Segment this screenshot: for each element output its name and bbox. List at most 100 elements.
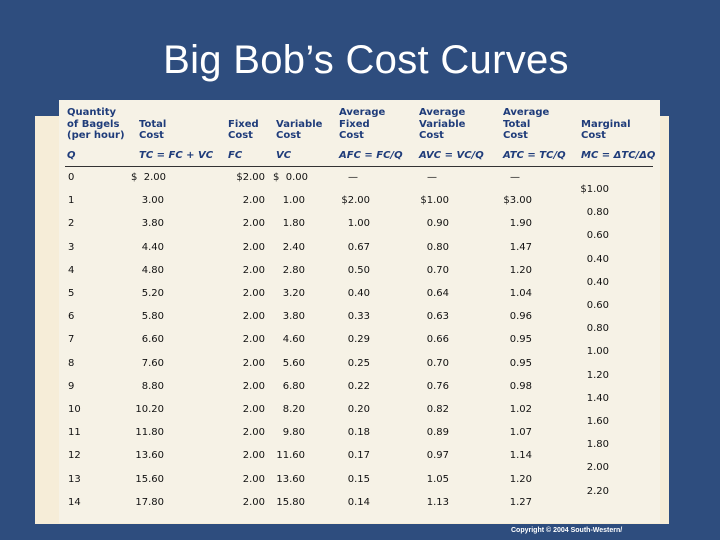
header-line: Cost — [276, 130, 301, 141]
cell-mc: 1.80 — [586, 439, 609, 451]
cell-mc: 1.40 — [586, 392, 609, 404]
cell-afc: 0.22 — [347, 380, 370, 392]
cell-afc: 0.29 — [347, 334, 370, 346]
cell-afc: 0.40 — [347, 288, 370, 299]
cell-afc: 0.67 — [347, 241, 370, 253]
cell-fc: 2.00 — [242, 241, 265, 253]
formula-avg-total-cost: ATC = TC/Q — [503, 150, 566, 161]
cell-afc: 0.17 — [347, 450, 370, 462]
formula-quantity: Q — [67, 150, 76, 161]
header-line: of Bagels — [67, 118, 120, 130]
cell-afc: 0.15 — [347, 473, 370, 485]
header-line: Cost — [339, 130, 364, 141]
cell-fc: 2.00 — [242, 450, 265, 462]
cell-vc: 5.60 — [282, 357, 305, 369]
cell-afc: 0.20 — [347, 404, 370, 415]
cell-vc: 4.60 — [282, 334, 305, 346]
cell-atc: 1.90 — [509, 218, 532, 230]
cell-atc: 0.95 — [509, 357, 532, 369]
cell-q: 2 — [68, 218, 75, 230]
cell-vc: 3.80 — [282, 311, 305, 323]
header-line: Cost — [419, 130, 444, 141]
header-avg-fixed-cost: Average Fixed Cost — [339, 107, 385, 142]
cell-vc: 13.60 — [276, 473, 305, 485]
cell-avc: 0.89 — [426, 427, 449, 439]
cell-fc: 2.00 — [242, 264, 265, 276]
cell-vc: 2.40 — [282, 241, 305, 253]
cell-afc: 0.14 — [347, 496, 370, 508]
cell-mc: 2.20 — [586, 485, 609, 497]
cell-mc: 0.40 — [586, 276, 609, 288]
header-quantity: Quantity of Bagels (per hour) — [67, 107, 125, 142]
cell-tc: 10.20 — [135, 404, 164, 415]
cell-mc: 0.80 — [586, 323, 609, 335]
cell-atc: $3.00 — [503, 195, 532, 207]
formula-fixed-cost: FC — [228, 150, 243, 161]
cell-atc: 0.98 — [509, 380, 532, 392]
copyright-notice: Copyright © 2004 South-Western/ — [511, 527, 623, 534]
cell-tc: 6.60 — [141, 334, 164, 346]
header-line: Average — [419, 107, 466, 118]
header-line: Cost — [228, 130, 253, 141]
cell-atc: 1.14 — [509, 450, 532, 462]
header-fixed-cost: Fixed Cost — [228, 119, 259, 142]
cell-q: 8 — [68, 357, 75, 369]
header-line: Cost — [503, 130, 528, 141]
cell-tc: 8.80 — [141, 380, 164, 392]
cell-atc: 0.96 — [509, 311, 532, 323]
cell-afc: $2.00 — [341, 195, 370, 207]
cell-avc: 0.97 — [426, 450, 449, 462]
cell-atc: — — [510, 172, 520, 183]
cell-atc: 1.20 — [509, 473, 532, 485]
header-line: Fixed — [228, 118, 259, 130]
cell-tc: 3.00 — [141, 195, 164, 207]
cell-fc: 2.00 — [242, 357, 265, 369]
cell-vc: 6.80 — [282, 380, 305, 392]
header-line: Cost — [139, 130, 164, 141]
header-divider — [65, 166, 653, 167]
cell-q: 11 — [68, 427, 81, 439]
cell-tc: 5.20 — [141, 288, 164, 299]
cell-mc: 2.00 — [586, 462, 609, 474]
cell-tc: 5.80 — [141, 311, 164, 323]
header-line: Total — [139, 118, 167, 130]
cell-tc: 3.80 — [141, 218, 164, 230]
cell-afc: 0.25 — [347, 357, 370, 369]
cell-fc: 2.00 — [242, 311, 265, 323]
cell-avc: 0.66 — [426, 334, 449, 346]
cell-q: 1 — [68, 195, 75, 207]
cell-q: 9 — [68, 380, 75, 392]
cell-q: 7 — [68, 334, 75, 346]
cell-afc: 0.18 — [347, 427, 370, 439]
cell-mc: 0.60 — [586, 300, 609, 311]
cell-avc: 1.13 — [426, 496, 449, 508]
cell-vc: 11.60 — [276, 450, 305, 462]
cell-tc: 4.80 — [141, 264, 164, 276]
cell-mc: 0.80 — [586, 207, 609, 219]
cell-fc: $2.00 — [236, 172, 265, 183]
cell-mc: 0.60 — [586, 230, 609, 242]
header-line: Average — [339, 107, 386, 118]
cell-tc: $ 2.00 — [131, 172, 166, 183]
cell-vc: 15.80 — [276, 496, 305, 508]
header-line: Cost — [581, 130, 606, 141]
cell-afc: — — [348, 172, 358, 183]
cell-atc: 1.07 — [509, 427, 532, 439]
table-panel — [59, 100, 660, 523]
header-line: Total — [503, 118, 531, 130]
cell-avc: 0.76 — [426, 380, 449, 392]
formula-marginal-cost: MC = ΔTC/ΔQ — [581, 150, 656, 161]
cell-avc: 0.90 — [426, 218, 449, 230]
cell-avc: $1.00 — [420, 195, 449, 207]
cell-q: 6 — [68, 311, 75, 323]
cell-tc: 15.60 — [135, 473, 164, 485]
cell-atc: 1.27 — [509, 496, 532, 508]
cell-fc: 2.00 — [242, 218, 265, 230]
cell-tc: 17.80 — [135, 496, 164, 508]
cell-q: 5 — [68, 288, 75, 299]
formula-variable-cost: VC — [276, 150, 292, 161]
cell-vc: 1.00 — [282, 195, 305, 207]
cell-q: 0 — [68, 172, 75, 183]
cell-fc: 2.00 — [242, 404, 265, 415]
formula-avg-variable-cost: AVC = VC/Q — [419, 150, 484, 161]
